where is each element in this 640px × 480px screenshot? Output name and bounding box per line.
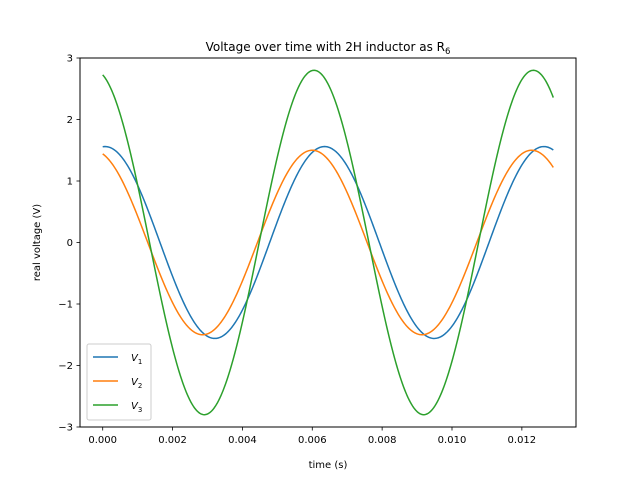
series-line-v2: [102, 149, 554, 336]
x-tick-label: 0.012: [508, 435, 537, 446]
x-tick-label: 0.002: [158, 435, 187, 446]
y-axis-label: real voltage (V): [32, 204, 43, 281]
x-tick-label: 0.010: [438, 435, 467, 446]
legend-box: [86, 343, 152, 421]
plot-area: [102, 69, 554, 416]
y-tick-label: −2: [58, 361, 73, 372]
y-tick-label: −1: [58, 300, 73, 311]
x-tick-label: 0.000: [88, 435, 117, 446]
axes-frame: [79, 57, 577, 428]
y-tick-label: 3: [67, 54, 73, 65]
series-line-v1: [102, 145, 554, 340]
y-axis: −3 −2 −1 0 1 2 3: [58, 54, 80, 434]
y-tick-label: −3: [58, 423, 73, 434]
y-tick-label: 2: [67, 115, 73, 126]
y-tick-label: 0: [67, 238, 73, 249]
x-tick-label: 0.008: [368, 435, 397, 446]
x-axis: 0.000 0.002 0.004 0.006 0.008 0.010 0.012: [88, 427, 536, 446]
legend-label-v2: V2: [131, 377, 142, 390]
series-line-v3: [102, 69, 554, 416]
chart-title: Voltage over time with 2H inductor as R6: [206, 40, 451, 57]
x-axis-label: time (s): [309, 460, 348, 471]
legend-label-v1: V1: [131, 353, 142, 366]
legend: V1 V2 V3: [86, 343, 152, 421]
y-tick-label: 1: [67, 177, 73, 188]
x-tick-label: 0.004: [228, 435, 257, 446]
x-tick-label: 0.006: [298, 435, 327, 446]
legend-label-v3: V3: [131, 401, 142, 414]
